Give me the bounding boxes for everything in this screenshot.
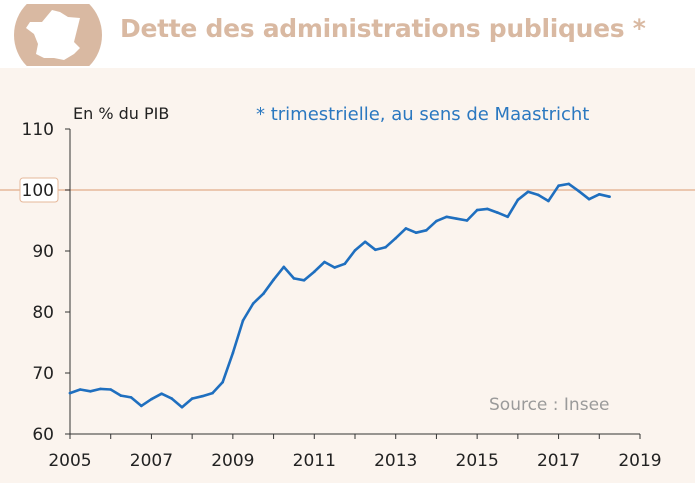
data-point — [251, 302, 255, 305]
data-point — [587, 197, 591, 201]
data-point — [221, 380, 224, 384]
data-point — [465, 219, 469, 222]
data-point — [567, 182, 571, 186]
data-point — [598, 193, 601, 196]
data-point — [140, 404, 143, 408]
data-point — [241, 319, 245, 322]
chart-header: Dette des administrations publiques * — [0, 0, 695, 68]
series-line-0 — [68, 182, 611, 409]
data-point — [119, 394, 123, 397]
data-point — [333, 266, 336, 269]
x-tick-label-2009: 2009 — [211, 451, 254, 471]
x-tick-label-2015: 2015 — [456, 451, 499, 471]
data-point — [272, 278, 275, 282]
data-point — [302, 279, 306, 282]
data-point — [129, 396, 133, 399]
y-tick-label-100: 100 — [22, 181, 54, 201]
x-tick-label-2005: 2005 — [48, 451, 91, 471]
x-tick-label-2019: 2019 — [618, 451, 661, 471]
source-note: Source : Insee — [489, 395, 610, 415]
data-point — [547, 199, 550, 203]
data-point — [425, 229, 428, 232]
data-point — [78, 388, 82, 391]
data-point — [475, 208, 479, 212]
y-axis-label: En % du PIB — [73, 104, 170, 123]
data-point — [496, 211, 499, 214]
data-point — [608, 195, 611, 198]
data-point — [231, 351, 235, 355]
data-point — [89, 390, 92, 393]
chart-title: Dette des administrations publiques * — [120, 14, 646, 43]
data-point — [353, 249, 357, 252]
data-point — [99, 387, 102, 391]
data-point — [516, 198, 520, 202]
data-point — [445, 215, 448, 219]
data-point — [526, 190, 530, 194]
data-point — [180, 405, 184, 409]
x-tick-label-2017: 2017 — [537, 451, 580, 471]
data-point — [414, 231, 418, 234]
data-point — [384, 246, 387, 249]
data-point — [109, 388, 112, 391]
data-point — [577, 189, 581, 193]
data-point — [374, 248, 377, 252]
y-tick-highlight-box — [19, 177, 59, 203]
x-tick-label-2007: 2007 — [130, 451, 173, 471]
data-point — [150, 397, 153, 401]
plot-panel — [0, 68, 695, 483]
data-point — [486, 207, 489, 211]
data-point — [313, 270, 316, 274]
chart-subtitle: * trimestrielle, au sens de Maastricht — [256, 104, 590, 125]
data-point — [536, 193, 540, 197]
data-point — [201, 394, 204, 398]
data-point — [435, 219, 438, 223]
y-tick-label-80: 80 — [32, 303, 54, 323]
y-tick-label-110: 110 — [22, 120, 54, 140]
data-point — [262, 292, 265, 296]
data-point — [190, 397, 194, 400]
data-point — [363, 240, 367, 244]
france-map-icon — [14, 4, 102, 66]
data-point — [343, 262, 347, 266]
x-tick-label-2013: 2013 — [374, 451, 417, 471]
data-point — [506, 215, 510, 219]
data-point — [282, 265, 286, 269]
data-point — [211, 391, 214, 395]
y-tick-label-90: 90 — [32, 242, 54, 262]
data-point — [323, 260, 326, 264]
data-point — [170, 397, 174, 400]
data-point — [455, 217, 459, 220]
x-tick-label-2011: 2011 — [293, 451, 336, 471]
data-point — [557, 184, 560, 187]
data-point — [404, 227, 408, 230]
data-point — [394, 236, 398, 240]
data-point — [160, 392, 163, 396]
data-point — [68, 391, 72, 395]
y-tick-label-70: 70 — [32, 364, 54, 384]
data-point — [292, 277, 296, 280]
y-tick-label-60: 60 — [32, 425, 54, 445]
